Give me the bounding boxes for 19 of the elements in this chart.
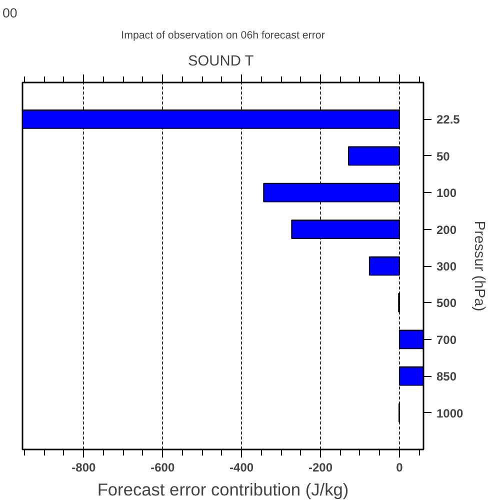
x-tick-label: -400	[230, 460, 254, 474]
chart-subtitle: SOUND T	[188, 54, 254, 70]
y-tick-label: 22.5	[436, 112, 460, 127]
y-tick-label: 300	[436, 260, 457, 274]
chart-title: Impact of observation on 06h forecast error	[121, 30, 326, 42]
x-tick-label: -800	[72, 460, 96, 474]
x-tick-label: -600	[150, 460, 175, 474]
y-tick-label: 50	[436, 149, 450, 164]
y-tick-label: 700	[436, 332, 457, 347]
y-tick-label: 100	[436, 186, 457, 200]
x-axis-title: Forecast error contribution (J/kg)	[97, 480, 349, 500]
x-tick-label: 0	[396, 460, 404, 474]
y-axis-title: Pressur (hPa)	[471, 220, 488, 312]
y-tick-label: 1000	[436, 406, 464, 420]
y-tick-label: 850	[436, 370, 457, 384]
y-tick-label: 500	[436, 296, 457, 310]
y-tick-label: 200	[436, 222, 457, 237]
x-tick-label: -200	[308, 460, 333, 474]
text: 00	[2, 6, 18, 20]
